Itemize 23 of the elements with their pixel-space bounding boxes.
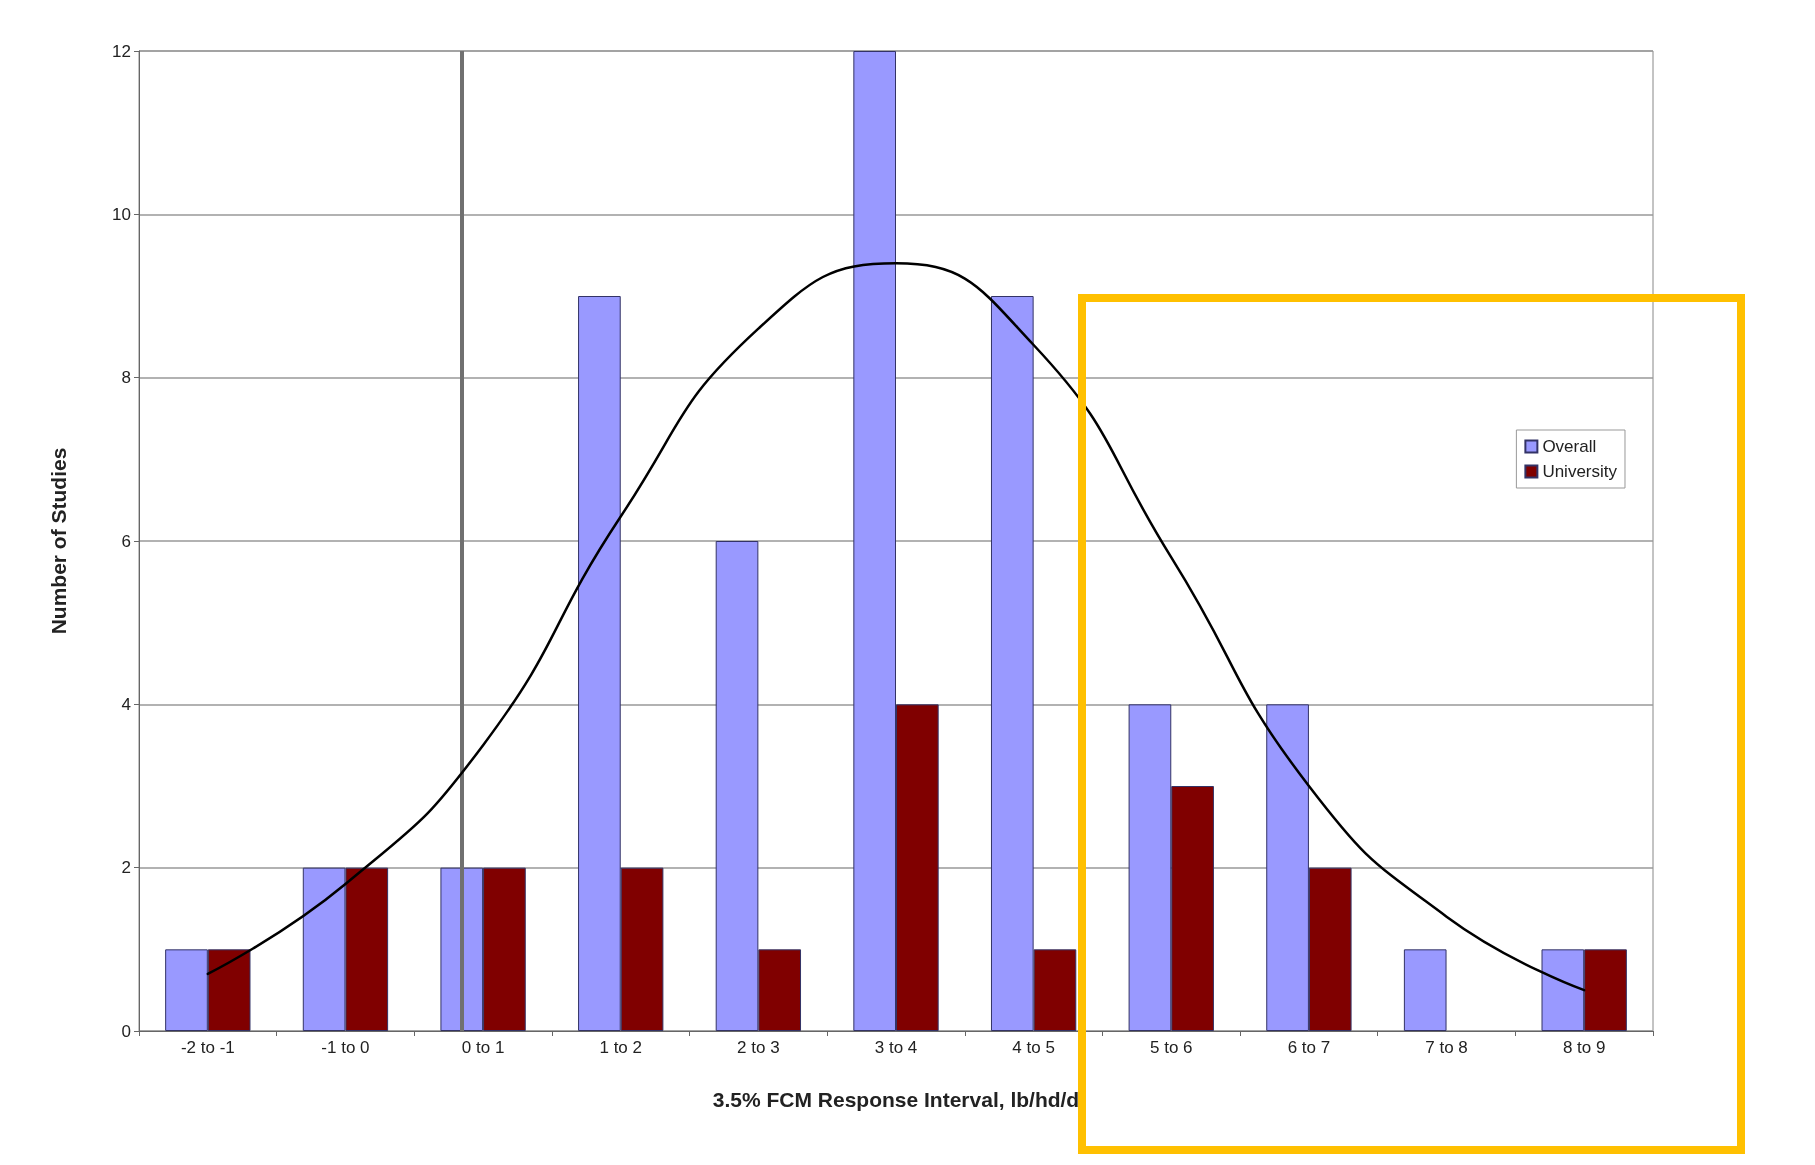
x-tick-label: -1 to 0	[321, 1038, 370, 1057]
x-tick-label: 0 to 1	[461, 1038, 505, 1057]
legend-label: University	[1542, 462, 1618, 481]
legend-label: Overall	[1542, 437, 1597, 456]
y-axis-title: Number of Studies	[47, 447, 70, 635]
y-tick-label: 8	[121, 368, 131, 388]
x-tick-label: 1 to 2	[599, 1038, 642, 1057]
y-tick-label: 12	[112, 41, 131, 61]
x-tick-label: 3 to 4	[874, 1038, 918, 1057]
x-tick-label: 2 to 3	[737, 1038, 780, 1057]
y-tick-label: 2	[121, 858, 131, 878]
bar	[1403, 949, 1447, 1031]
x-axis-title: 3.5% FCM Response Interval, lb/hd/d	[712, 1088, 1080, 1111]
x-tick-label: 8 to 9	[1562, 1038, 1606, 1057]
x-tick-label: 4 to 5	[1012, 1038, 1055, 1057]
y-tick-label: 6	[121, 531, 131, 551]
x-tick-label: -2 to -1	[180, 1038, 235, 1057]
y-tick-label: 10	[112, 204, 131, 224]
x-tick-label: 5 to 6	[1150, 1038, 1193, 1057]
x-tick-label: 6 to 7	[1287, 1038, 1331, 1057]
y-tick-label: 4	[121, 694, 131, 714]
y-tick-label: 0	[121, 1021, 131, 1041]
x-tick-label: 7 to 8	[1425, 1038, 1468, 1057]
